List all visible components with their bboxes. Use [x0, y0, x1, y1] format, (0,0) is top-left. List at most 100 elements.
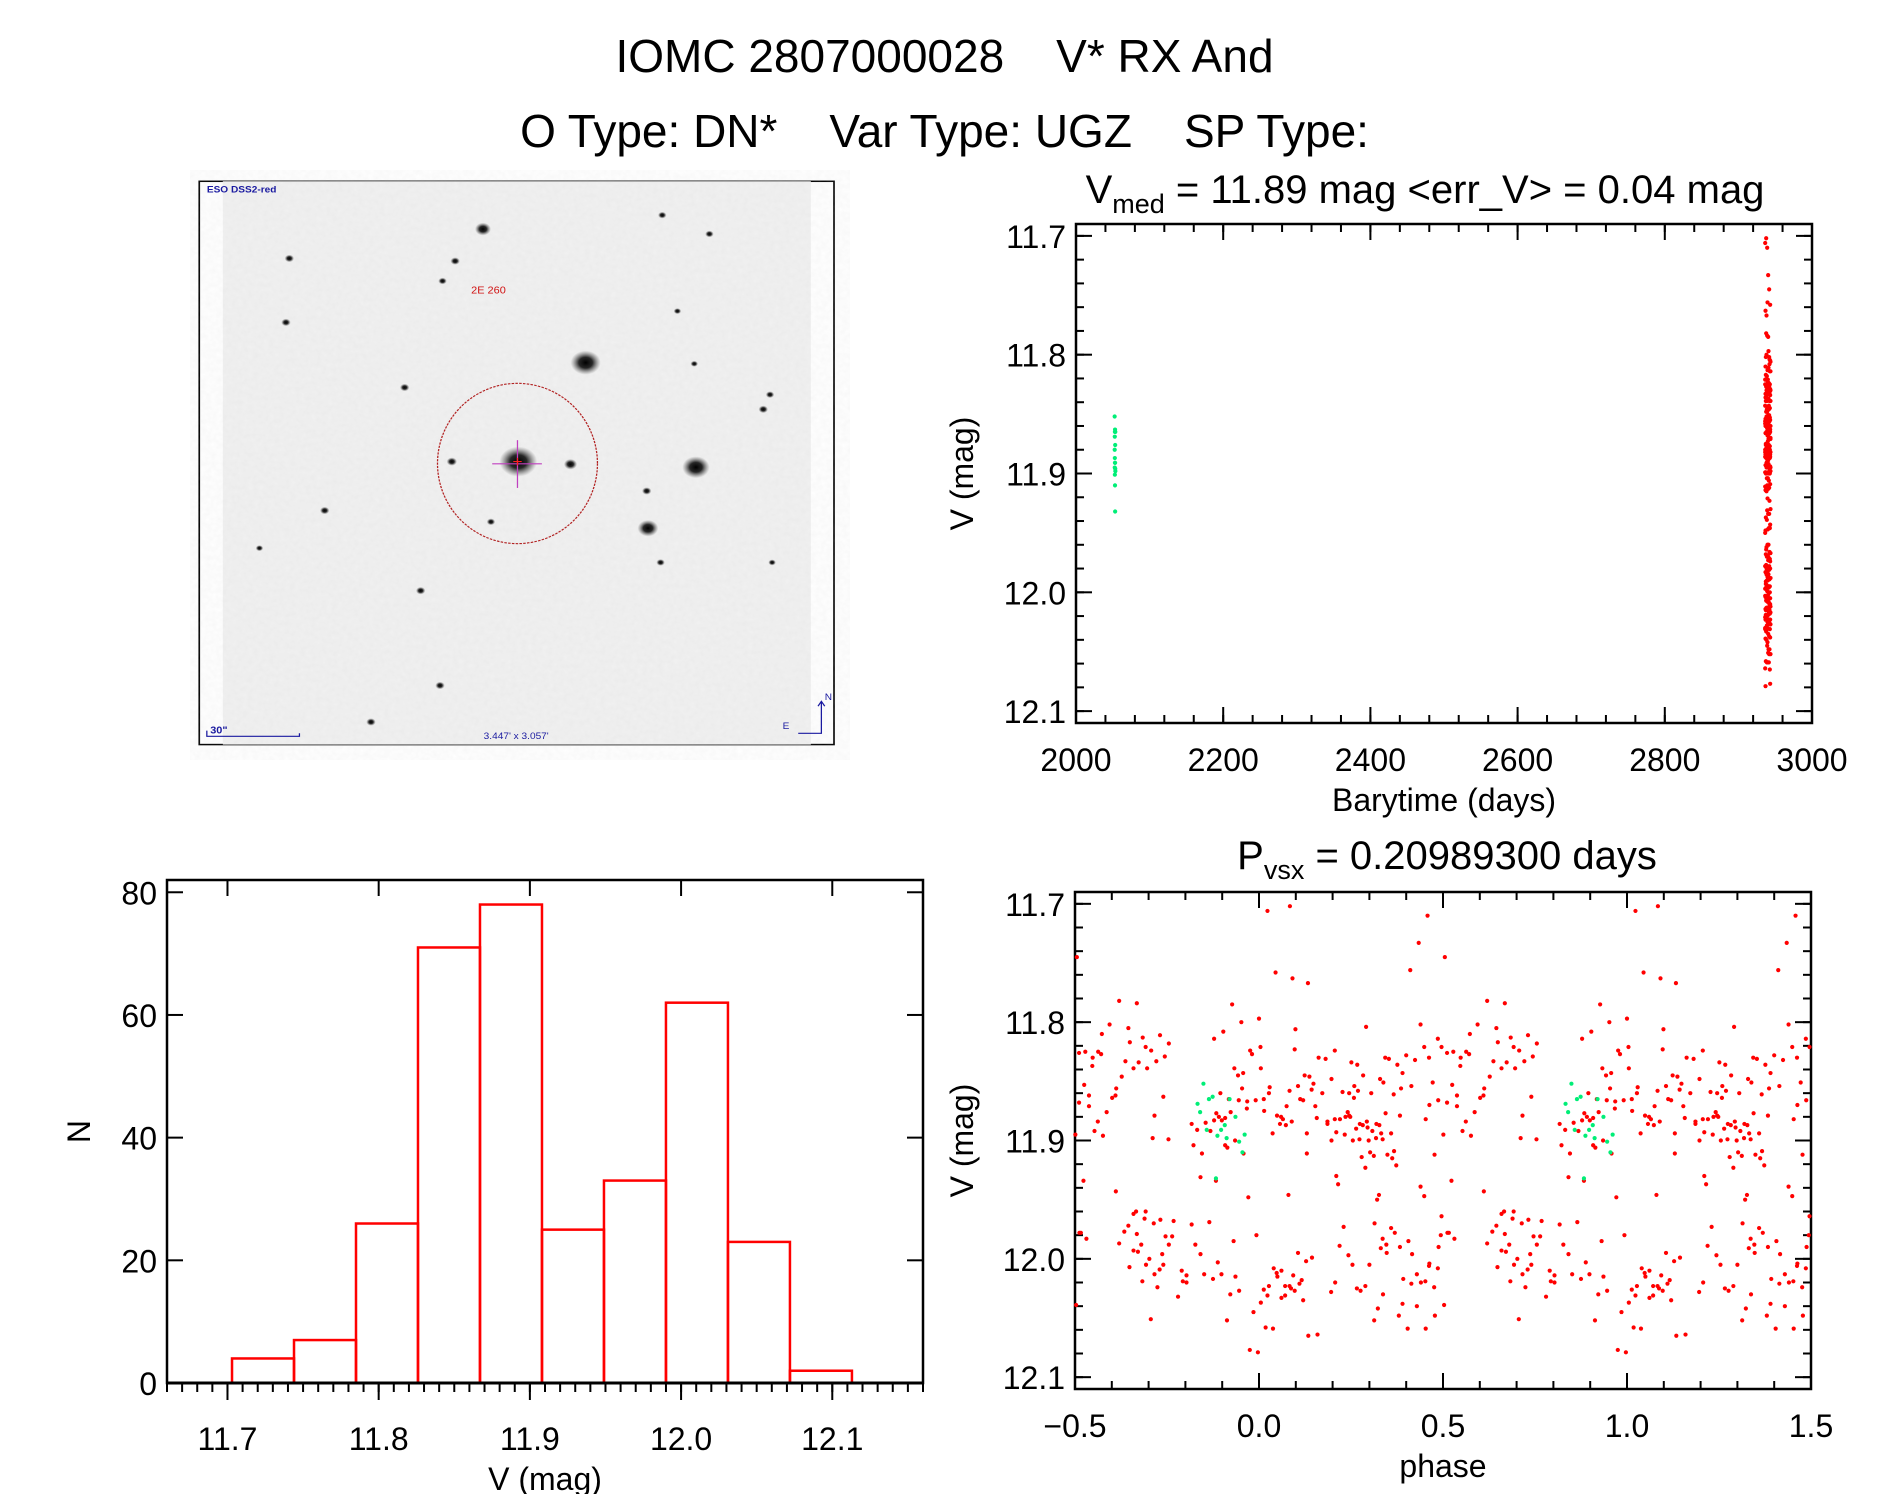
data-point	[1152, 1272, 1157, 1277]
data-point	[1195, 1127, 1200, 1132]
data-point	[1277, 1121, 1283, 1127]
x-axis-label: Barytime (days)	[1332, 782, 1556, 818]
data-point	[1248, 1048, 1253, 1053]
data-point	[1661, 1027, 1666, 1032]
data-point	[1617, 1052, 1623, 1057]
data-point	[1485, 1241, 1490, 1246]
data-point	[1442, 954, 1447, 960]
data-point	[1398, 1086, 1404, 1091]
data-point	[1764, 1313, 1769, 1318]
data-point	[1112, 483, 1118, 488]
title-text: = 11.89 mag <err_V> = 0.04 mag	[1164, 168, 1765, 212]
data-point	[1768, 635, 1773, 640]
data-point	[1697, 1289, 1702, 1295]
data-point	[1587, 1118, 1592, 1123]
data-point	[1670, 1073, 1675, 1078]
data-point	[1389, 1131, 1394, 1136]
data-point	[1709, 1224, 1714, 1229]
data-point	[1449, 1178, 1454, 1183]
data-point	[1391, 1092, 1396, 1097]
data-point	[1739, 1153, 1744, 1158]
data-point	[1231, 1238, 1236, 1244]
data-point	[1286, 1192, 1291, 1198]
data-point	[1127, 1265, 1132, 1270]
data-point	[1481, 1093, 1486, 1098]
star	[768, 559, 776, 566]
data-point	[1563, 1101, 1568, 1106]
data-point	[1304, 1151, 1309, 1156]
data-point	[1765, 300, 1770, 305]
data-point	[1439, 1044, 1444, 1050]
data-point	[1786, 1022, 1791, 1027]
data-point	[1201, 1081, 1206, 1086]
data-point	[1096, 1049, 1101, 1054]
data-point	[1365, 1125, 1370, 1130]
data-point	[1247, 1347, 1252, 1353]
data-point	[1574, 1096, 1580, 1102]
data-point	[1718, 1262, 1723, 1267]
data-point	[1773, 1326, 1778, 1331]
data-point	[1518, 1136, 1523, 1141]
data-point	[1629, 1287, 1634, 1292]
data-point	[1171, 1218, 1176, 1224]
data-point	[1418, 1022, 1423, 1027]
histogram-bar	[230, 1357, 296, 1385]
data-point	[1099, 1031, 1104, 1037]
data-point	[1458, 1055, 1463, 1060]
histogram-bar	[726, 1240, 792, 1385]
data-point	[1581, 1176, 1587, 1181]
data-point	[1782, 1272, 1787, 1277]
title-symbol: V	[1085, 168, 1113, 212]
data-point	[1804, 1244, 1809, 1250]
data-point	[1626, 1066, 1631, 1071]
data-point	[1759, 1092, 1764, 1097]
data-point	[1369, 1091, 1374, 1096]
data-point	[1336, 1182, 1341, 1187]
data-point	[1375, 1306, 1380, 1311]
data-point	[1763, 308, 1768, 313]
star	[435, 681, 445, 690]
source-label: 2E 260	[471, 286, 506, 296]
star-name: V* RX And	[1056, 30, 1274, 82]
y-tick-label: 12.0	[1003, 1242, 1065, 1278]
data-point	[1631, 1325, 1636, 1330]
data-point	[1435, 1036, 1440, 1041]
data-point	[1451, 1049, 1456, 1054]
data-point	[1766, 478, 1771, 483]
data-point	[1520, 1113, 1525, 1118]
data-point	[1198, 1252, 1203, 1257]
data-point	[1619, 1309, 1624, 1315]
data-point	[1384, 1250, 1389, 1256]
y-tick-label: 11.7	[1005, 887, 1065, 923]
data-point	[1230, 1002, 1235, 1007]
data-point	[1397, 1113, 1403, 1118]
data-point	[1566, 1175, 1571, 1180]
data-point	[1768, 427, 1773, 432]
data-point	[1571, 1120, 1576, 1125]
data-point	[1734, 1138, 1739, 1143]
data-point	[1112, 465, 1117, 470]
data-point	[1377, 1123, 1382, 1128]
data-point	[1112, 447, 1117, 452]
data-point	[1207, 1220, 1212, 1225]
data-point	[1232, 1066, 1237, 1071]
data-point	[1373, 1136, 1379, 1141]
data-point	[1392, 1230, 1397, 1235]
data-point	[1511, 1044, 1516, 1050]
data-point	[1713, 1110, 1718, 1115]
data-point	[1495, 1265, 1500, 1270]
data-point	[1117, 998, 1122, 1003]
data-point	[1378, 1246, 1383, 1251]
data-point	[1256, 1016, 1262, 1021]
data-point	[1731, 1283, 1736, 1289]
data-point	[1610, 1132, 1615, 1137]
data-point	[1104, 1110, 1109, 1115]
x-tick-label: −0.5	[1043, 1408, 1106, 1444]
data-point	[1309, 1087, 1314, 1092]
data-point	[1766, 1086, 1772, 1091]
data-point	[1723, 1062, 1728, 1067]
data-point	[1239, 1086, 1245, 1091]
data-point	[1768, 1070, 1773, 1076]
data-point	[1385, 1152, 1390, 1157]
